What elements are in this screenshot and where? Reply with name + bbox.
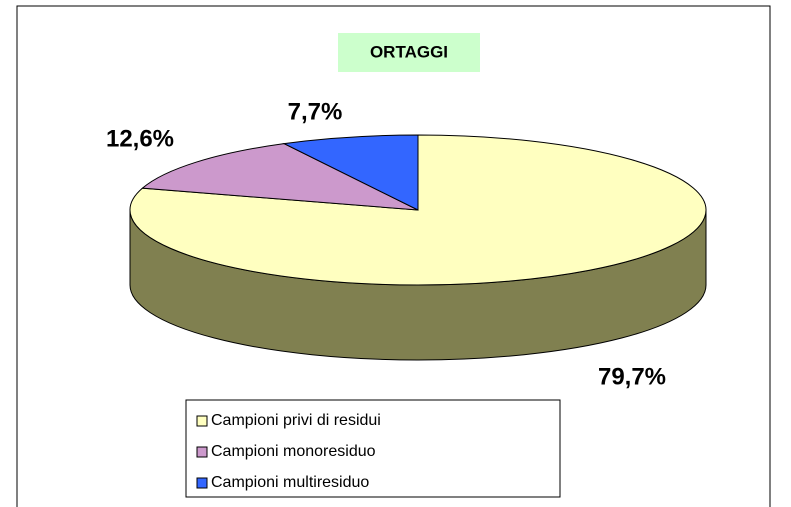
- legend-label: Campioni multiresiduo: [211, 474, 369, 491]
- chart-frame: [16, 5, 771, 507]
- data-label: 79,7%: [598, 363, 666, 390]
- slice: [282, 134, 419, 211]
- legend-label: Campioni monoresiduo: [211, 443, 376, 460]
- legend-swatch: [196, 415, 208, 427]
- legend-swatch: [196, 477, 208, 489]
- legend-swatch: [196, 446, 208, 458]
- slice: [141, 143, 419, 211]
- data-label: 12,6%: [106, 125, 174, 152]
- data-label: 7,7%: [288, 98, 343, 125]
- chart-title: ORTAGGI: [370, 42, 448, 61]
- legend-label: Campioni privi di residui: [211, 412, 381, 429]
- title-background: [338, 33, 480, 72]
- legend-box: [185, 399, 561, 498]
